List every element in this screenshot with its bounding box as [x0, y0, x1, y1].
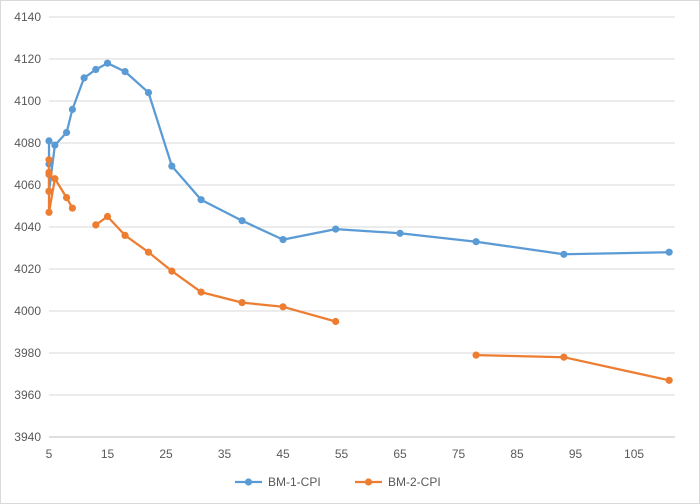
legend-label: BM-2-CPI — [388, 475, 441, 489]
y-tick-label: 3960 — [14, 388, 41, 402]
gridlines — [49, 16, 675, 438]
x-tick-label: 45 — [276, 447, 290, 461]
y-tick-label: 4000 — [14, 304, 41, 318]
data-point — [279, 236, 287, 244]
legend-marker — [244, 478, 253, 486]
legend-marker — [364, 478, 373, 486]
legend-label: BM-1-CPI — [268, 475, 321, 489]
data-point — [168, 162, 176, 170]
data-point — [45, 156, 53, 164]
x-tick-label: 15 — [101, 447, 115, 461]
data-point — [68, 204, 77, 212]
y-tick-label: 4140 — [14, 10, 41, 24]
data-point — [45, 208, 53, 216]
data-point — [45, 137, 53, 145]
data-point — [279, 303, 287, 311]
data-point — [51, 141, 59, 149]
data-point — [197, 288, 205, 296]
data-point — [103, 212, 112, 221]
y-tick-label: 4120 — [14, 52, 41, 66]
data-point — [665, 248, 673, 256]
data-point — [144, 248, 153, 256]
x-tick-label: 95 — [569, 447, 583, 461]
data-point — [51, 175, 59, 183]
data-point — [472, 351, 480, 359]
data-point — [665, 376, 673, 384]
data-point — [62, 194, 71, 202]
y-tick-label: 3940 — [14, 430, 41, 444]
x-tick-label: 25 — [159, 447, 173, 461]
data-point — [45, 187, 53, 195]
y-tick-label: 4080 — [14, 136, 41, 150]
data-point — [332, 317, 340, 326]
series-group — [45, 59, 673, 384]
x-tick-label: 55 — [335, 447, 349, 461]
data-point — [560, 250, 568, 258]
data-point — [45, 170, 53, 179]
x-tick-label: 65 — [393, 447, 407, 461]
series-line — [476, 353, 670, 382]
data-point — [560, 353, 568, 361]
data-point — [103, 59, 112, 67]
y-tick-label: 3980 — [14, 346, 41, 360]
data-point — [144, 89, 153, 97]
legend-entry: BM-2-CPI — [355, 475, 441, 489]
data-point — [238, 217, 246, 225]
data-point — [68, 105, 77, 113]
data-point — [396, 229, 404, 237]
series-line — [47, 62, 670, 256]
data-point — [92, 221, 100, 229]
x-tick-label: 85 — [510, 447, 524, 461]
data-point — [92, 65, 100, 74]
y-tick-label: 4060 — [14, 178, 41, 192]
x-tick-label: 105 — [624, 447, 644, 461]
series-bm-1-cpi — [45, 59, 673, 258]
data-point — [121, 68, 129, 76]
x-tick-label: 75 — [452, 447, 466, 461]
y-tick-label: 4100 — [14, 94, 41, 108]
data-point — [168, 267, 176, 275]
axes: 3940 3960 3980 4000 4020 4040 4060 4080 4100 4120… — [14, 10, 675, 461]
data-point — [197, 196, 205, 204]
x-tick-label: 5 — [46, 447, 53, 461]
data-point — [62, 128, 71, 137]
x-tick-label: 35 — [218, 447, 232, 461]
series-bm-2-cpi — [45, 156, 673, 384]
data-point — [121, 231, 129, 239]
legend-entry: BM-1-CPI — [235, 475, 321, 489]
data-point — [472, 238, 480, 246]
legend: BM-1-CPI BM-2-CPI — [235, 475, 441, 489]
data-point — [80, 74, 88, 82]
y-tick-label: 4040 — [14, 220, 41, 234]
data-point — [238, 299, 246, 307]
data-point — [332, 225, 340, 233]
y-tick-label: 4020 — [14, 262, 41, 276]
